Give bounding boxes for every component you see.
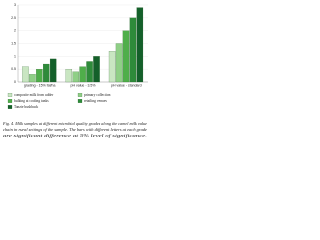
- legend-label: bulking at cooling tanks: [14, 99, 49, 103]
- bar: [29, 74, 36, 83]
- bar: [108, 51, 116, 83]
- bar: [36, 69, 43, 83]
- y-tick-label: 1.5: [11, 41, 16, 45]
- bar: [79, 66, 86, 83]
- legend-label: Tanzie bushbuck: [14, 105, 38, 109]
- y-tick-label: 2.5: [11, 16, 16, 20]
- y-tick-label: 0.5: [11, 67, 16, 71]
- y-tick-label: 1: [14, 54, 16, 58]
- legend-swatch: [7, 99, 13, 103]
- caption-line: chain in rural settings of the sample. T…: [3, 128, 147, 132]
- legend-swatch: [7, 93, 13, 97]
- bar: [65, 69, 73, 83]
- x-tick-label: pH value - standard: [111, 83, 142, 87]
- legend-label: composite milk from udder: [14, 93, 54, 97]
- legend-label: retailing venues: [84, 99, 107, 103]
- bar: [86, 61, 93, 83]
- page: {"chart_data": {"type": "bar", "categori…: [0, 0, 150, 150]
- bar: [129, 17, 137, 83]
- legend-label: primary collection: [84, 93, 111, 97]
- bar: [22, 66, 29, 83]
- y-tick-label: 0: [14, 80, 16, 84]
- bar: [122, 30, 130, 83]
- bar: [49, 58, 57, 83]
- bar: [136, 7, 144, 83]
- caption-line: are significant difference at 5% level o…: [3, 134, 147, 138]
- legend-swatch: [7, 105, 13, 109]
- x-tick-label: grading - 15% fat/ha: [24, 83, 56, 87]
- y-tick-label: 3: [14, 3, 16, 7]
- y-tick-label: 2: [14, 29, 16, 33]
- bar: [115, 43, 123, 83]
- bar: [72, 71, 79, 83]
- bar: [93, 56, 100, 83]
- x-tick-label: pH value - 3.5%: [71, 83, 96, 87]
- caption-line: Fig. 4. Milk samples at different microb…: [2, 122, 147, 126]
- bar: [43, 63, 50, 83]
- legend-swatch: [77, 99, 83, 103]
- legend-swatch: [77, 93, 83, 97]
- figure: 0 0.5 1 1.5 2 2.5 3 grading - 15% fat/ha pH valu…: [0, 0, 150, 150]
